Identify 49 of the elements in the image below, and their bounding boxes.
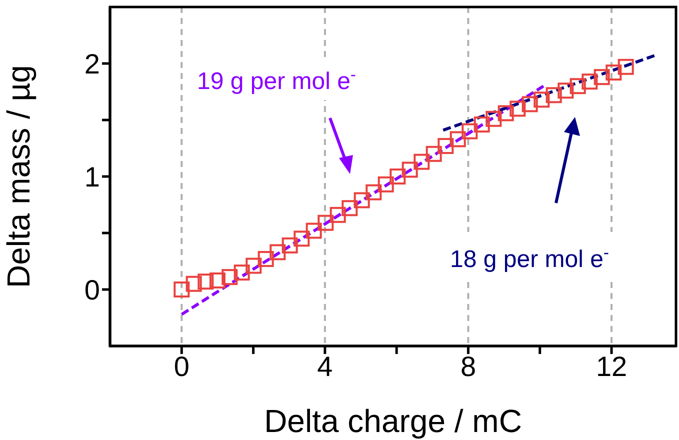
x-tick-label: 4 <box>317 350 333 382</box>
point <box>270 244 286 260</box>
point <box>246 258 262 274</box>
point <box>330 206 346 223</box>
point <box>306 222 322 239</box>
point <box>570 78 586 94</box>
y-tick-label: 0 <box>84 274 100 306</box>
x-tick-label: 12 <box>596 350 628 382</box>
y-tick-label: 1 <box>84 161 100 192</box>
point <box>342 200 358 216</box>
point <box>486 110 502 127</box>
point <box>522 96 538 112</box>
point <box>498 105 514 122</box>
point <box>462 123 478 140</box>
point <box>414 154 430 170</box>
point <box>282 237 298 254</box>
point <box>534 92 550 108</box>
point <box>438 138 454 154</box>
point <box>366 184 382 200</box>
point <box>198 274 214 290</box>
point <box>174 282 190 298</box>
point <box>234 264 250 281</box>
point <box>450 131 466 148</box>
point <box>318 214 334 231</box>
x-tick-label: 8 <box>460 350 476 382</box>
point <box>402 162 418 178</box>
point <box>222 269 238 286</box>
point <box>606 64 622 81</box>
point <box>426 146 442 162</box>
point <box>594 69 610 86</box>
x-axis-title: Delta charge / mC <box>264 403 522 439</box>
point <box>294 230 310 247</box>
point <box>186 276 202 292</box>
point <box>354 192 370 208</box>
point <box>546 87 562 104</box>
annotation: 19 g per mol e$^{-}$ <box>197 64 356 95</box>
annotation: 18 g per mol e$^{-}$ <box>450 242 610 273</box>
point <box>209 272 226 288</box>
y-axis-title: Delta mass / µg <box>0 65 36 288</box>
x-tick-label: 0 <box>174 350 190 382</box>
point <box>558 82 574 99</box>
point <box>582 74 598 90</box>
point <box>258 250 274 267</box>
point <box>618 58 634 75</box>
point <box>378 176 394 192</box>
point <box>510 100 526 117</box>
point <box>474 116 490 133</box>
y-tick-label: 2 <box>84 48 100 80</box>
point <box>390 168 406 184</box>
